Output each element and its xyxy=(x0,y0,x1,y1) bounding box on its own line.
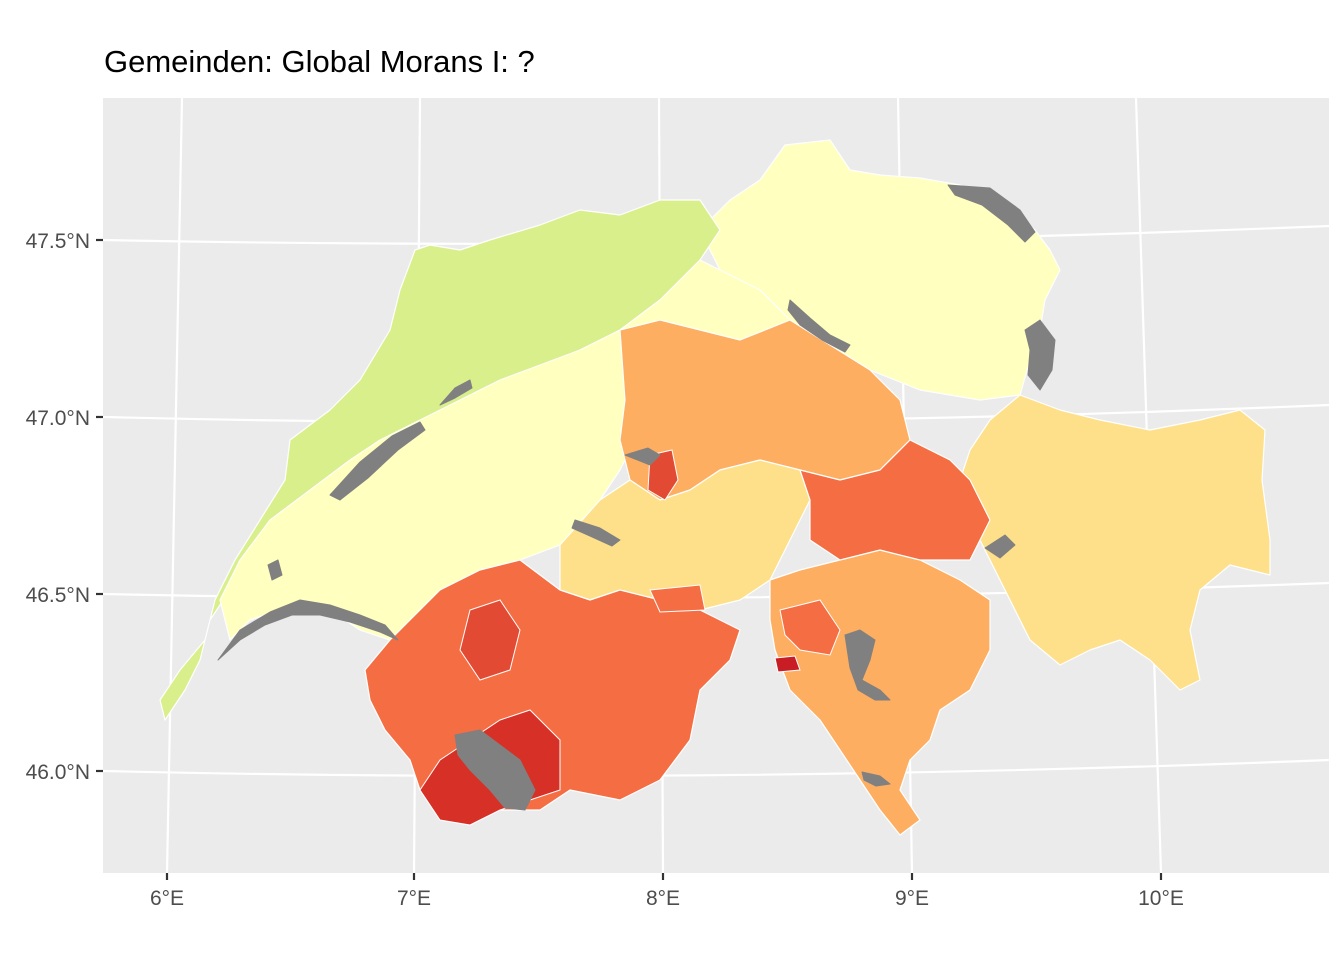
lake-biel xyxy=(439,379,473,406)
lake-walensee xyxy=(1024,319,1056,391)
x-tick-label: 7°E xyxy=(397,887,431,910)
lake-maggiore xyxy=(844,629,891,701)
hotspot-wallis-east xyxy=(649,584,706,613)
y-tick-labels: 47.5°N 47.0°N 46.5°N 46.0°N xyxy=(26,230,90,784)
y-axis xyxy=(96,238,103,773)
x-axis xyxy=(165,873,1163,880)
lake-lucerne xyxy=(624,447,661,466)
y-tick-label: 47.5°N xyxy=(26,230,90,253)
hotspot-obwalden xyxy=(647,449,679,501)
meridian-6 xyxy=(165,97,184,874)
regions xyxy=(159,139,1271,836)
lake-lugano xyxy=(861,771,891,787)
lake-joux xyxy=(267,559,283,581)
y-tick-label: 46.5°N xyxy=(26,584,90,607)
parallel-46-0 xyxy=(102,758,1330,778)
lake-zurich xyxy=(787,299,851,353)
lake-geneva xyxy=(217,599,399,661)
lake-thun-brienz xyxy=(571,519,621,547)
hotspot-ticino-west xyxy=(774,655,801,673)
chart-title: Gemeinden: Global Morans I: ? xyxy=(104,44,535,79)
lake-neuchatel xyxy=(329,421,426,501)
lake-sihl xyxy=(984,534,1016,559)
y-tick-label: 47.0°N xyxy=(26,407,90,430)
lake-vallee xyxy=(454,729,536,811)
lake-constance xyxy=(947,184,1036,243)
hotspot-ticino-valley xyxy=(779,599,841,656)
region-gotthard xyxy=(799,439,991,561)
y-tick-label: 46.0°N xyxy=(26,761,90,784)
x-tick-label: 6°E xyxy=(150,887,184,910)
x-tick-labels: 6°E 7°E 8°E 9°E 10°E xyxy=(150,887,1184,910)
x-tick-label: 9°E xyxy=(895,887,929,910)
hotspot-wallis-north xyxy=(459,599,521,681)
x-tick-label: 8°E xyxy=(646,887,680,910)
x-tick-label: 10°E xyxy=(1138,887,1184,910)
lakes xyxy=(217,184,1056,811)
